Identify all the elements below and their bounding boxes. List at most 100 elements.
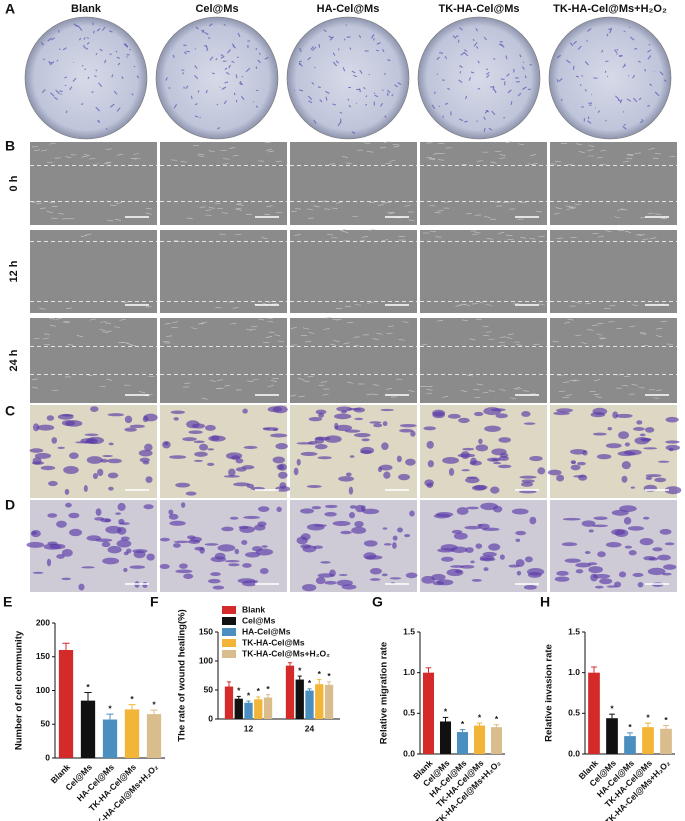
- colony: [606, 75, 609, 78]
- colony: [116, 56, 121, 59]
- cell: [200, 321, 207, 324]
- stained-cell: [643, 556, 656, 561]
- legend-swatch: [222, 606, 236, 614]
- cell: [307, 375, 314, 378]
- colony: [319, 99, 323, 103]
- cell: [80, 235, 87, 238]
- bar: [456, 732, 469, 754]
- cell: [574, 301, 581, 304]
- colony: [209, 23, 213, 27]
- stained-cell: [607, 426, 613, 431]
- stained-cell: [246, 483, 255, 489]
- colony: [463, 51, 469, 57]
- cell: [372, 393, 379, 395]
- stained-cell: [482, 551, 497, 557]
- cell: [105, 148, 112, 150]
- stained-cell: [362, 508, 380, 515]
- stained-cell: [606, 585, 618, 588]
- bar: [624, 736, 636, 754]
- wound-image: [30, 230, 157, 313]
- bar: [305, 690, 314, 719]
- stained-cell: [207, 448, 214, 451]
- stained-cell: [627, 526, 645, 531]
- cell: [180, 161, 187, 163]
- stained-cell: [448, 467, 455, 476]
- cell: [621, 384, 629, 387]
- panel-label: B: [5, 138, 15, 154]
- stained-cell: [334, 424, 353, 432]
- colony: [255, 47, 258, 51]
- stained-cell: [61, 577, 72, 581]
- stained-cell: [562, 517, 581, 521]
- colony: [647, 105, 651, 107]
- transwell-image: [550, 405, 677, 498]
- colony: [593, 77, 598, 79]
- y-tick-label: 150: [199, 626, 213, 636]
- stained-cell: [272, 456, 285, 464]
- bar: [642, 727, 654, 754]
- cell: [81, 155, 88, 158]
- colony: [185, 85, 189, 90]
- colony: [459, 65, 463, 68]
- cell: [308, 332, 315, 334]
- colony: [569, 42, 574, 47]
- bar: [473, 725, 486, 754]
- cell: [473, 388, 480, 391]
- stained-cell: [123, 567, 128, 573]
- cell: [535, 210, 542, 213]
- stained-cell: [107, 472, 119, 479]
- stained-cell: [351, 526, 367, 534]
- stained-cell: [204, 543, 219, 546]
- bar: [315, 684, 324, 719]
- stained-cell: [300, 508, 315, 514]
- colony: [220, 55, 225, 59]
- colony: [111, 74, 114, 78]
- stained-cell: [210, 572, 221, 577]
- colony: [264, 56, 269, 60]
- cell: [376, 333, 383, 335]
- colony: [597, 110, 601, 114]
- y-tick-label: 0.5: [403, 708, 415, 718]
- stained-cell: [537, 467, 546, 475]
- stained-cell: [223, 475, 240, 478]
- cell: [268, 150, 275, 153]
- stained-cell: [169, 520, 186, 526]
- dish-image: [548, 16, 672, 140]
- stained-cell: [471, 578, 482, 582]
- cell: [421, 343, 428, 346]
- colony: [455, 35, 459, 38]
- cell: [433, 152, 440, 155]
- bar: [102, 719, 118, 758]
- stained-cell: [519, 490, 537, 494]
- colony: [606, 33, 609, 37]
- cell: [208, 207, 215, 209]
- significance: *: [444, 707, 448, 717]
- stained-cell: [591, 524, 609, 528]
- stained-cell: [235, 458, 244, 464]
- colony: [332, 103, 337, 106]
- colony: [572, 65, 575, 70]
- stained-cell: [363, 540, 378, 547]
- colony: [202, 29, 205, 34]
- stained-cell: [69, 528, 83, 537]
- colony: [95, 52, 98, 56]
- cell: [388, 212, 396, 215]
- cell: [330, 343, 337, 346]
- stained-cell: [81, 566, 95, 569]
- wound-image: [550, 142, 677, 225]
- stained-cell: [315, 576, 326, 585]
- colony: [506, 73, 510, 77]
- stained-cell: [478, 523, 490, 530]
- colony: [347, 98, 350, 101]
- stained-cell: [473, 411, 484, 417]
- colony: [215, 57, 218, 61]
- stained-cell: [621, 461, 631, 470]
- colony: [464, 120, 468, 123]
- stained-cell: [488, 543, 501, 551]
- cell: [46, 210, 53, 213]
- wound-image: [550, 318, 677, 403]
- stained-cell: [29, 448, 44, 453]
- stained-cell: [107, 458, 122, 464]
- cell: [604, 307, 611, 310]
- stained-cell: [465, 477, 480, 484]
